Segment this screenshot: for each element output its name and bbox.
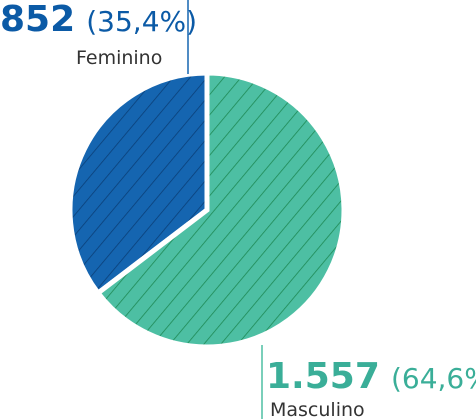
category-label: Masculino (270, 399, 365, 419)
value-label: 1.557 (266, 356, 380, 397)
pie-slice (67, 70, 210, 297)
share-label: (64,6%) (391, 362, 476, 395)
pie (67, 70, 347, 350)
value-label: 852 (0, 0, 75, 40)
share-label: (35,4%) (86, 5, 197, 38)
category-label: Feminino (76, 47, 162, 69)
slice-label: 1.557 (64,6%) (266, 356, 476, 397)
pie-slice (94, 70, 347, 350)
slice-label: 852 (35,4%) (0, 0, 197, 40)
